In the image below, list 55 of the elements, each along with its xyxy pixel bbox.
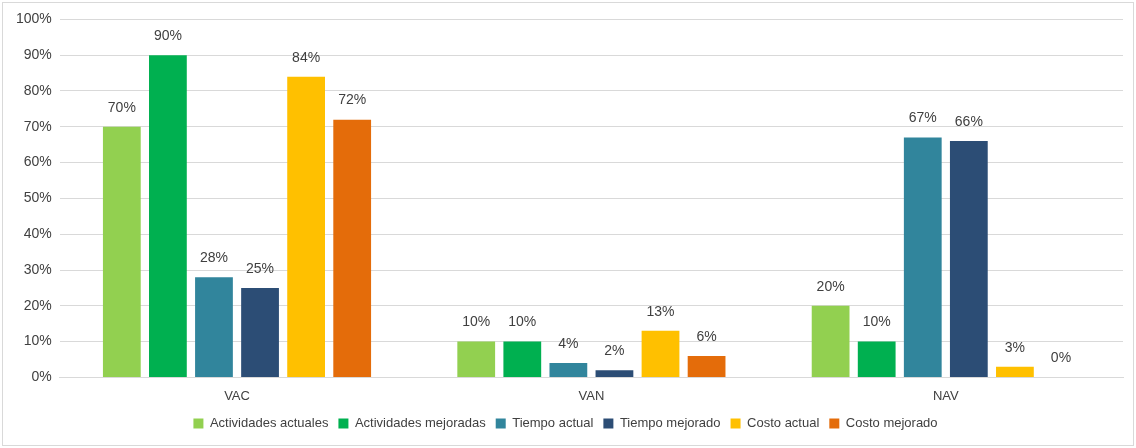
bar (996, 366, 1034, 377)
legend-label: Tiempo actual (512, 415, 594, 431)
bar (903, 137, 942, 377)
text: 20% (816, 277, 845, 294)
text: 67% (908, 109, 937, 126)
legend-label: Actividades mejoradas (354, 415, 487, 431)
y-tick-label: 40% (23, 225, 52, 242)
text: 0% (1050, 349, 1072, 366)
bar (687, 355, 726, 377)
text: 28% (199, 249, 228, 266)
y-tick-label: 0% (31, 368, 52, 385)
y-tick-label: 50% (23, 189, 52, 206)
bar (549, 363, 588, 377)
x-tick-label: VAN (578, 387, 605, 403)
y-tick-label: 70% (23, 117, 52, 134)
y-tick-label: 100% (15, 10, 52, 27)
y-tick-label: 80% (23, 81, 52, 98)
x-tick-label: NAV (932, 387, 960, 403)
bar (457, 341, 496, 377)
text: 72% (338, 91, 367, 108)
bar (595, 370, 634, 377)
legend-label: Costo actual (747, 415, 820, 431)
text: 4% (558, 334, 579, 351)
y-tick-label: 30% (23, 260, 52, 277)
text: 10% (862, 313, 891, 330)
text: 10% (462, 313, 491, 330)
text: 13% (646, 302, 675, 319)
bar (641, 330, 680, 377)
text: 70% (107, 98, 136, 115)
bar (287, 76, 325, 377)
text: 90% (153, 27, 182, 44)
bar (503, 341, 542, 377)
legend-label: Costo mejorado (845, 415, 938, 431)
y-tick-label: 90% (23, 46, 52, 63)
x-tick-label: VAC (224, 387, 250, 403)
bar (949, 141, 988, 377)
text: 2% (604, 342, 625, 359)
bar (333, 119, 372, 377)
bar (857, 341, 896, 377)
legend-label: Tiempo mejorado (619, 415, 721, 431)
text: 66% (954, 112, 983, 129)
y-tick-label: 20% (23, 296, 52, 313)
bar (811, 305, 850, 377)
y-tick-label: 60% (23, 153, 52, 170)
bar (195, 277, 233, 377)
bar (241, 287, 279, 377)
y-tick-label: 10% (23, 332, 52, 349)
text: 6% (696, 327, 717, 344)
text: 25% (246, 259, 275, 276)
legend-label: Actividades actuales (209, 415, 329, 431)
bar (102, 126, 141, 377)
bar (149, 55, 187, 377)
text: 10% (508, 313, 537, 330)
text: 84% (292, 48, 321, 65)
text: 3% (1004, 338, 1026, 355)
